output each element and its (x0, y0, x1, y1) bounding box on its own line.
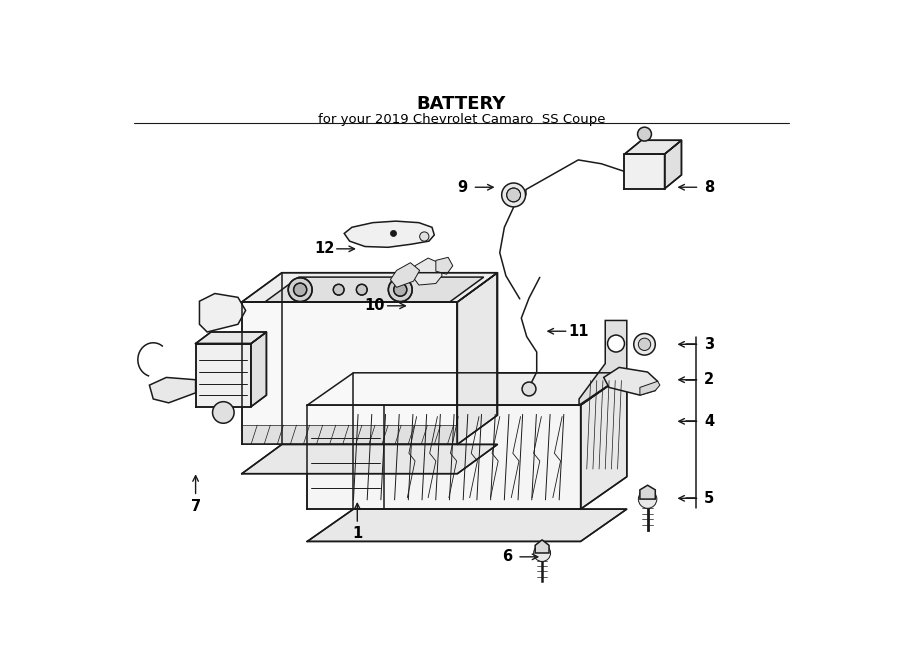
Polygon shape (251, 332, 266, 406)
Text: 1: 1 (352, 526, 363, 542)
Text: 9: 9 (458, 180, 468, 195)
Polygon shape (604, 367, 658, 395)
Polygon shape (242, 425, 457, 444)
Text: 11: 11 (568, 324, 589, 339)
Text: BATTERY: BATTERY (417, 95, 506, 113)
Text: 4: 4 (704, 414, 715, 429)
Polygon shape (457, 273, 498, 444)
Polygon shape (200, 293, 246, 332)
Polygon shape (195, 332, 266, 344)
Polygon shape (580, 373, 626, 509)
Text: 7: 7 (191, 498, 201, 514)
Polygon shape (242, 273, 498, 302)
Text: for your 2019 Chevrolet Camaro  SS Coupe: for your 2019 Chevrolet Camaro SS Coupe (318, 113, 605, 126)
Polygon shape (579, 320, 626, 405)
Circle shape (522, 382, 536, 396)
Text: 3: 3 (704, 337, 715, 352)
Text: 8: 8 (704, 180, 715, 195)
Polygon shape (536, 540, 549, 553)
Circle shape (419, 232, 429, 241)
Text: 6: 6 (502, 549, 512, 564)
Circle shape (638, 490, 657, 508)
Circle shape (501, 183, 526, 207)
Polygon shape (242, 302, 457, 444)
Circle shape (356, 284, 367, 295)
Polygon shape (414, 258, 442, 285)
Polygon shape (242, 444, 498, 474)
Polygon shape (265, 277, 483, 302)
Polygon shape (625, 140, 681, 154)
Polygon shape (640, 485, 655, 499)
Circle shape (388, 278, 412, 302)
Polygon shape (307, 509, 626, 542)
Circle shape (293, 283, 307, 296)
Polygon shape (664, 140, 681, 189)
Circle shape (608, 335, 625, 352)
Circle shape (333, 284, 344, 295)
Polygon shape (391, 263, 419, 287)
Circle shape (637, 127, 652, 141)
Circle shape (391, 230, 397, 236)
Text: 12: 12 (314, 242, 335, 256)
Polygon shape (625, 154, 664, 189)
Circle shape (507, 188, 520, 202)
Circle shape (634, 334, 655, 355)
Polygon shape (307, 405, 580, 509)
Polygon shape (344, 221, 435, 248)
Polygon shape (640, 381, 660, 395)
Circle shape (288, 278, 312, 302)
Polygon shape (195, 344, 251, 406)
Circle shape (638, 338, 651, 350)
Polygon shape (149, 377, 195, 403)
Circle shape (393, 283, 407, 296)
Circle shape (212, 402, 234, 423)
Polygon shape (436, 258, 453, 274)
Circle shape (534, 545, 551, 561)
Polygon shape (307, 373, 626, 405)
Text: 10: 10 (364, 299, 385, 313)
Text: 2: 2 (704, 372, 715, 387)
Text: 5: 5 (704, 491, 715, 506)
